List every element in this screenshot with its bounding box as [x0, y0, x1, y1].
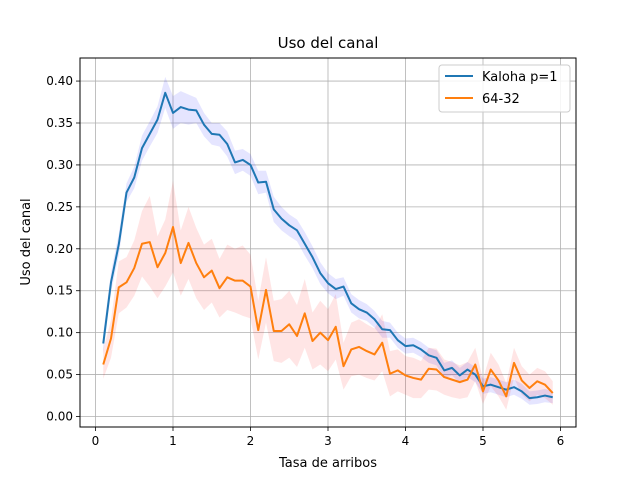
- y-tick-label: 0.15: [46, 284, 73, 298]
- x-tick-label: 2: [247, 434, 255, 448]
- y-tick-label: 0.30: [46, 158, 73, 172]
- y-axis: 0.00 0.05 0.10 0.15 0.20 0.25 0.30 0.35 0.40: [46, 74, 80, 424]
- y-tick-label: 0.35: [46, 116, 73, 130]
- x-tick-label: 1: [169, 434, 177, 448]
- y-tick-label: 0.10: [46, 326, 73, 340]
- x-axis-label: Tasa de arribos: [278, 456, 377, 471]
- y-tick-label: 0.40: [46, 74, 73, 88]
- x-tick-label: 5: [479, 434, 487, 448]
- legend: Kaloha p=1 64-32: [438, 64, 571, 113]
- y-axis-label: Uso del canal: [19, 198, 34, 285]
- x-tick-label: 4: [402, 434, 410, 448]
- x-axis: 0 1 2 3 4 5 6: [92, 427, 565, 448]
- y-tick-label: 0.05: [46, 368, 73, 382]
- y-tick-label: 0.25: [46, 200, 73, 214]
- x-tick-label: 6: [557, 434, 565, 448]
- legend-label: Kaloha p=1: [482, 70, 558, 85]
- y-tick-label: 0.00: [46, 410, 73, 424]
- x-tick-label: 0: [92, 434, 100, 448]
- y-tick-label: 0.20: [46, 242, 73, 256]
- series-lines: [102, 91, 554, 400]
- x-tick-label: 3: [324, 434, 332, 448]
- grid: [80, 58, 576, 427]
- legend-label: 64-32: [482, 92, 520, 107]
- chart-title: Uso del canal: [278, 34, 379, 52]
- series-0-line: [102, 91, 553, 400]
- series-1-line: [102, 225, 554, 398]
